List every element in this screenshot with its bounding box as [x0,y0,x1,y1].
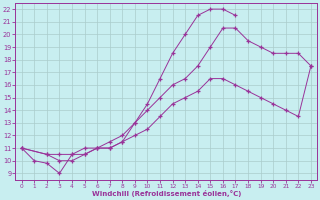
X-axis label: Windchill (Refroidissement éolien,°C): Windchill (Refroidissement éolien,°C) [92,190,241,197]
